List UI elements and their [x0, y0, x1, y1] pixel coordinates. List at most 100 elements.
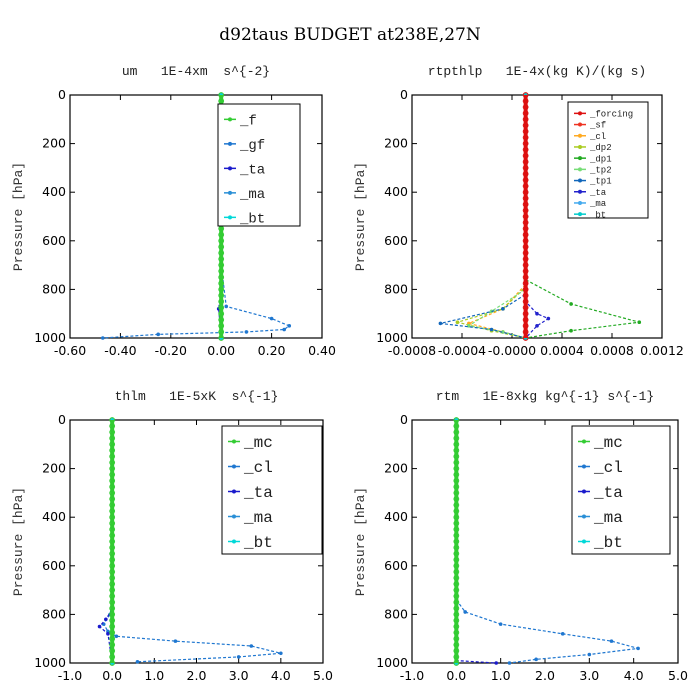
legend-label: _cl	[589, 132, 606, 142]
x-tick-label: 2.0	[535, 668, 555, 683]
series-point	[522, 134, 529, 141]
series-point	[109, 459, 116, 466]
series-point	[522, 165, 529, 171]
series-point	[501, 307, 505, 311]
series-point	[244, 330, 249, 334]
series-point	[218, 329, 225, 335]
legend-marker	[228, 141, 232, 146]
series-point	[438, 321, 443, 326]
x-tick-label: 0.0004	[540, 343, 584, 358]
series-point	[249, 644, 254, 648]
series-point	[463, 610, 468, 614]
y-tick-label: 1000	[34, 655, 66, 670]
legend-label: _ma	[239, 187, 265, 203]
series-point	[522, 213, 529, 220]
series-point	[522, 146, 529, 153]
series-point	[236, 655, 241, 659]
series-point	[522, 128, 529, 135]
y-axis-label: Pressure [hPa]	[353, 162, 368, 271]
series-point	[453, 538, 460, 545]
series-point	[109, 544, 116, 551]
x-tick-label: -0.0004	[438, 343, 486, 358]
figure-title: d92taus BUDGET at238E,27N	[219, 25, 481, 45]
series-point	[569, 302, 573, 306]
legend-marker	[578, 111, 582, 116]
legend-label: _cl	[243, 459, 273, 477]
series-point	[453, 562, 460, 569]
series-point	[218, 237, 225, 244]
series-point	[569, 328, 573, 333]
series-point	[467, 324, 471, 328]
y-tick-label: 800	[384, 606, 408, 621]
series-point	[109, 635, 116, 642]
series-point	[522, 243, 529, 250]
series-point	[522, 92, 529, 98]
series-point	[522, 316, 529, 323]
series-point	[109, 623, 116, 630]
series-point	[109, 611, 116, 618]
series-point	[453, 508, 460, 515]
series-point	[453, 654, 460, 660]
series-point	[522, 250, 529, 256]
series-point	[535, 324, 539, 328]
series-point	[453, 459, 460, 466]
series-point	[109, 520, 116, 527]
y-axis-label: Pressure [hPa]	[11, 487, 26, 596]
series-point	[109, 550, 116, 557]
series-point	[453, 629, 460, 636]
y-tick-label: 800	[384, 281, 408, 296]
series-point	[522, 225, 529, 232]
series-point	[218, 310, 225, 317]
x-tick-label: -1.0	[400, 668, 424, 683]
y-tick-label: 800	[42, 606, 66, 621]
series-point	[535, 311, 539, 316]
series-point	[218, 243, 225, 250]
legend-label: _bt	[243, 534, 273, 552]
legend-label: _f	[239, 113, 257, 129]
series-point	[453, 532, 460, 539]
legend-marker	[232, 539, 236, 544]
legend-marker	[578, 200, 582, 205]
series-point	[109, 617, 116, 624]
series-point	[546, 316, 551, 321]
series-point	[453, 575, 460, 581]
series-point	[453, 520, 460, 527]
legend-label: _bt	[593, 534, 623, 552]
series-point	[109, 496, 116, 502]
legend-label: _bt	[239, 211, 265, 227]
legend-label: _mc	[593, 434, 623, 452]
series-point	[109, 483, 116, 490]
series-point	[218, 256, 225, 262]
series-point	[453, 593, 460, 600]
x-tick-label: 4.0	[624, 668, 644, 683]
y-tick-label: 200	[384, 136, 408, 151]
series-point	[218, 98, 225, 104]
x-tick-label: 3.0	[579, 668, 599, 683]
y-tick-label: 0	[58, 87, 66, 102]
legend-label: _ta	[243, 484, 273, 502]
series-line	[440, 95, 527, 339]
legend-label: _ma	[589, 199, 607, 209]
legend-box	[571, 425, 671, 555]
x-tick-label: 3.0	[229, 668, 249, 683]
legend-marker	[232, 464, 236, 469]
legend-marker	[232, 489, 236, 494]
series-point	[637, 320, 642, 325]
series-line	[455, 95, 527, 339]
series-point	[453, 556, 460, 563]
series-point	[453, 447, 460, 454]
series-point	[522, 152, 529, 159]
series-point	[218, 231, 225, 238]
series-point	[453, 490, 460, 496]
series-point	[453, 423, 460, 429]
series-point	[218, 335, 225, 341]
legend-label: _forcing	[589, 110, 633, 120]
series-point	[522, 219, 529, 226]
panel-title: thlm 1E-5xK s^{-1}	[115, 389, 279, 404]
legend-marker	[578, 122, 582, 127]
y-tick-label: 600	[384, 558, 408, 573]
legend: _forcing_sf_cl_dp2_dp1 _tp2_tp1_ta_ma_bt	[567, 101, 649, 220]
y-axis-label: Pressure [hPa]	[353, 487, 368, 596]
x-tick-label: -0.0008	[388, 343, 436, 358]
